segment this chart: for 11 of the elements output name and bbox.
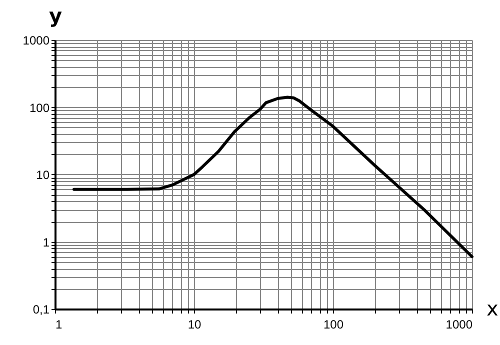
x-axis-title: x (486, 296, 498, 320)
y-tick-label: 1000 (22, 34, 50, 48)
x-tick-label: 10 (188, 318, 202, 332)
y-tick-label: 1 (42, 235, 50, 250)
y-tick-label: 10 (36, 168, 50, 182)
y-axis-title: y (48, 4, 62, 28)
x-tick-label: 1 (56, 318, 62, 332)
x-tick-label: 100 (323, 318, 344, 332)
x-tick-label: 1000 (446, 318, 473, 332)
y-tick-label: 100 (29, 100, 50, 115)
y-tick-label: 0,1 (32, 302, 50, 316)
